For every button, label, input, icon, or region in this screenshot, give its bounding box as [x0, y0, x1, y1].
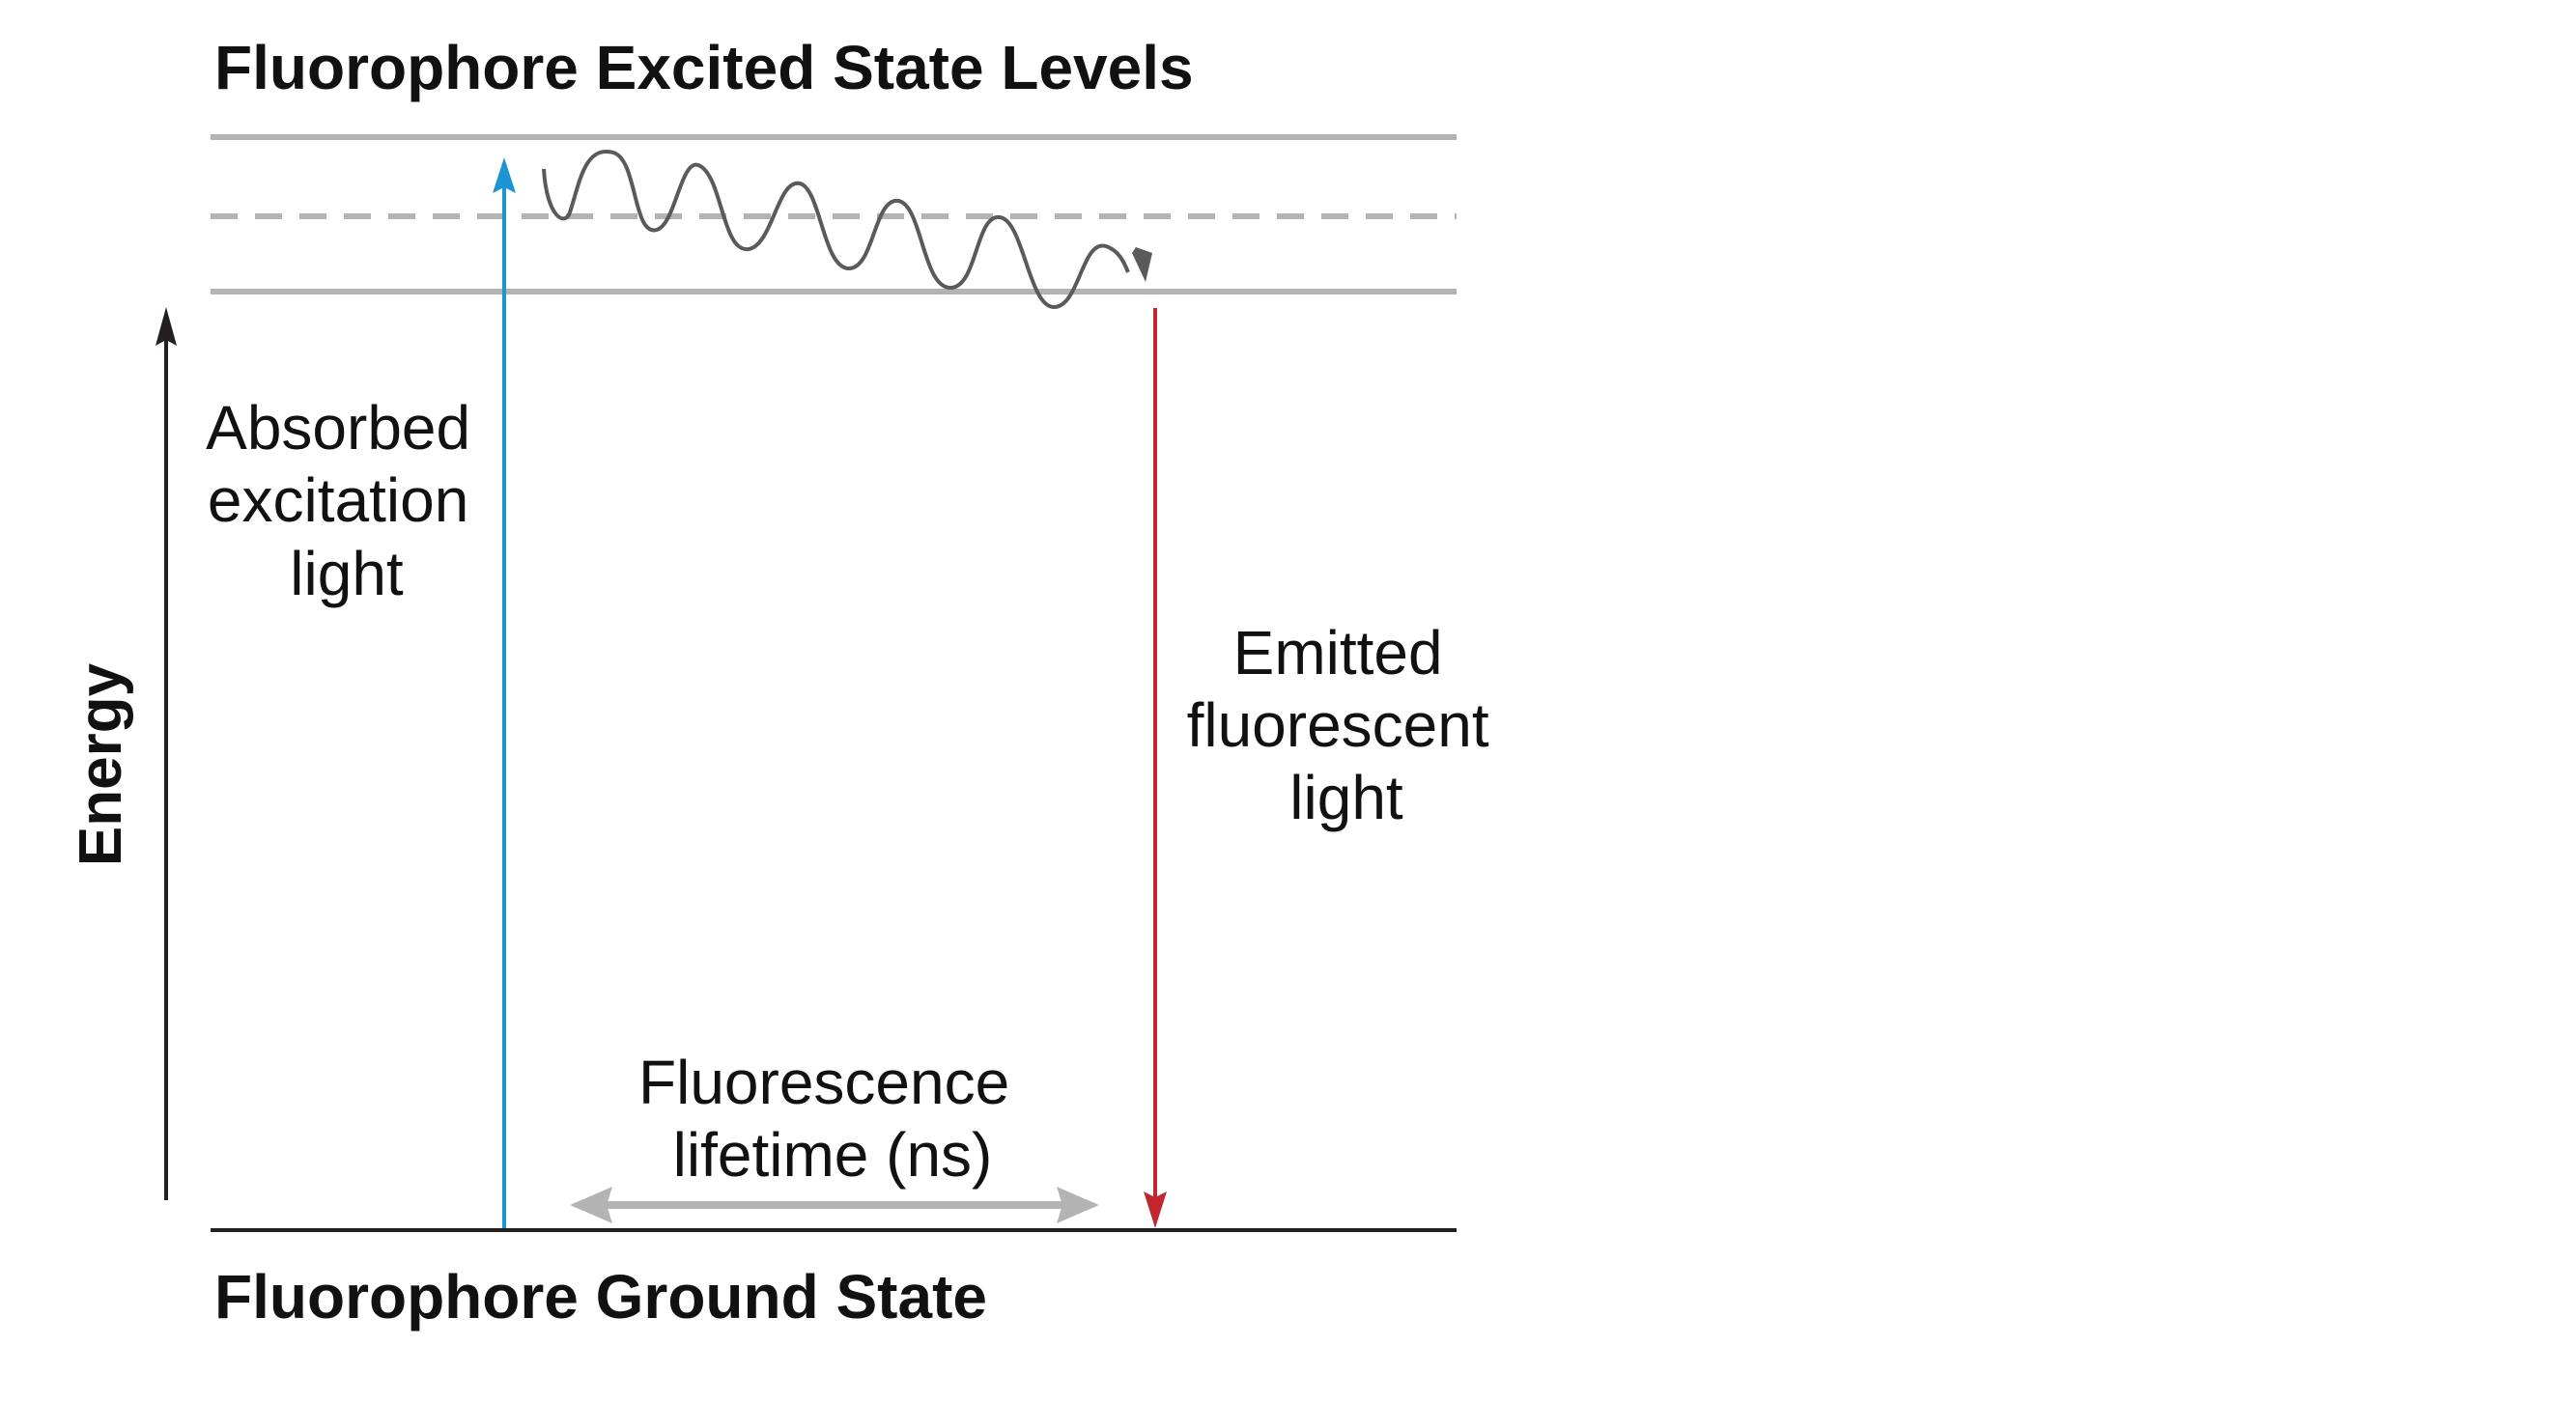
- energy-arrowhead-icon: [156, 307, 177, 346]
- lifetime-left-arrowhead-icon: [570, 1187, 612, 1223]
- lifetime-label: Fluorescence lifetime (ns): [638, 1048, 1027, 1190]
- energy-axis-label: Energy: [68, 662, 134, 866]
- ground-state-title: Fluorophore Ground State: [214, 1262, 987, 1332]
- absorbed-label: Absorbed excitation light: [206, 393, 488, 608]
- emitted-label: Emitted fluorescent light: [1187, 618, 1507, 832]
- excitation-arrowhead-icon: [493, 157, 516, 193]
- lifetime-right-arrowhead-icon: [1057, 1187, 1099, 1223]
- vibrational-relaxation-wave: [542, 149, 1130, 310]
- relaxation-arrowhead-icon: [1132, 247, 1152, 282]
- emission-arrowhead-icon: [1144, 1192, 1167, 1228]
- excited-state-title: Fluorophore Excited State Levels: [214, 33, 1194, 102]
